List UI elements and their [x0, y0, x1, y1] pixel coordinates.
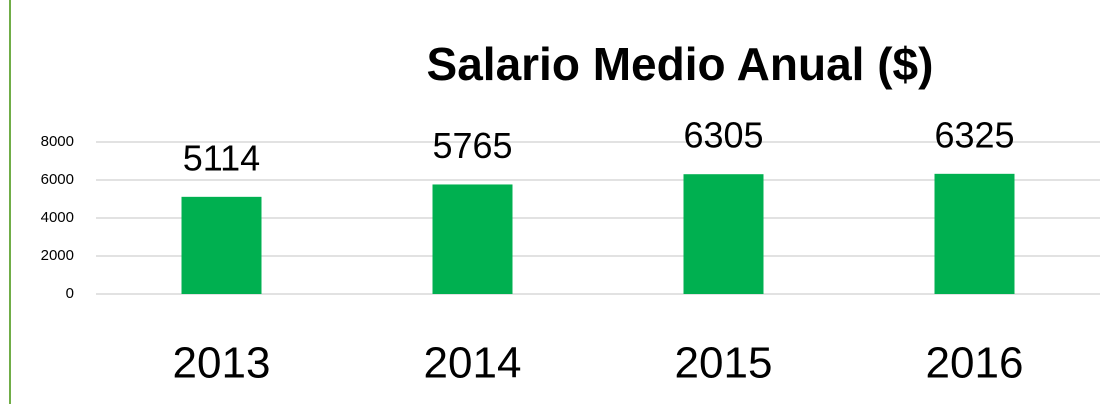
y-tick-label: 4000 — [41, 209, 74, 226]
y-tick-label: 0 — [66, 285, 74, 302]
data-label: 6325 — [934, 114, 1014, 155]
x-tick-label: 2013 — [173, 339, 271, 388]
data-label: 5765 — [432, 125, 512, 166]
x-tick-label: 2014 — [424, 339, 522, 388]
y-tick-label: 8000 — [41, 133, 74, 150]
x-tick-label: 2016 — [926, 339, 1024, 388]
data-label: 6305 — [683, 115, 763, 156]
bar — [934, 173, 1015, 294]
bar — [181, 196, 262, 294]
bar — [683, 174, 764, 294]
x-tick-label: 2015 — [675, 339, 773, 388]
y-tick-label: 2000 — [41, 247, 74, 264]
bar — [432, 184, 513, 294]
chart-title: Salario Medio Anual ($) — [427, 38, 934, 90]
data-label: 5114 — [183, 137, 260, 178]
y-tick-label: 6000 — [41, 171, 74, 188]
